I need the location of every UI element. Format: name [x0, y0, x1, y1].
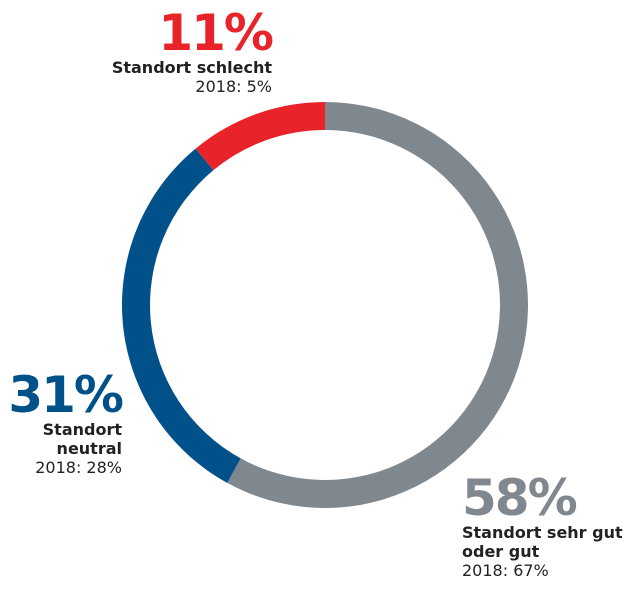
segment-label: 58% Standort sehr gut oder gut 2018: 67%	[462, 473, 634, 581]
donut-segment	[195, 102, 325, 171]
note-label: 2018: 28%	[35, 458, 122, 478]
category-label: Standort neutral	[42, 420, 122, 459]
segment-label: 31% Standort neutral 2018: 28%	[6, 366, 124, 478]
value-label: 31%	[8, 366, 124, 424]
note-label: 2018: 67%	[462, 561, 549, 581]
category-label: Standort schlecht	[111, 58, 272, 77]
segment-label: 11% Standort schlecht 2018: 5%	[60, 4, 274, 97]
value-label: 58%	[462, 469, 578, 527]
donut-segment	[227, 102, 529, 509]
note-label: 2018: 5%	[195, 77, 272, 97]
category-label: Standort sehr gut oder gut	[462, 523, 623, 562]
donut-segment	[121, 148, 241, 483]
value-label: 11%	[158, 4, 274, 62]
